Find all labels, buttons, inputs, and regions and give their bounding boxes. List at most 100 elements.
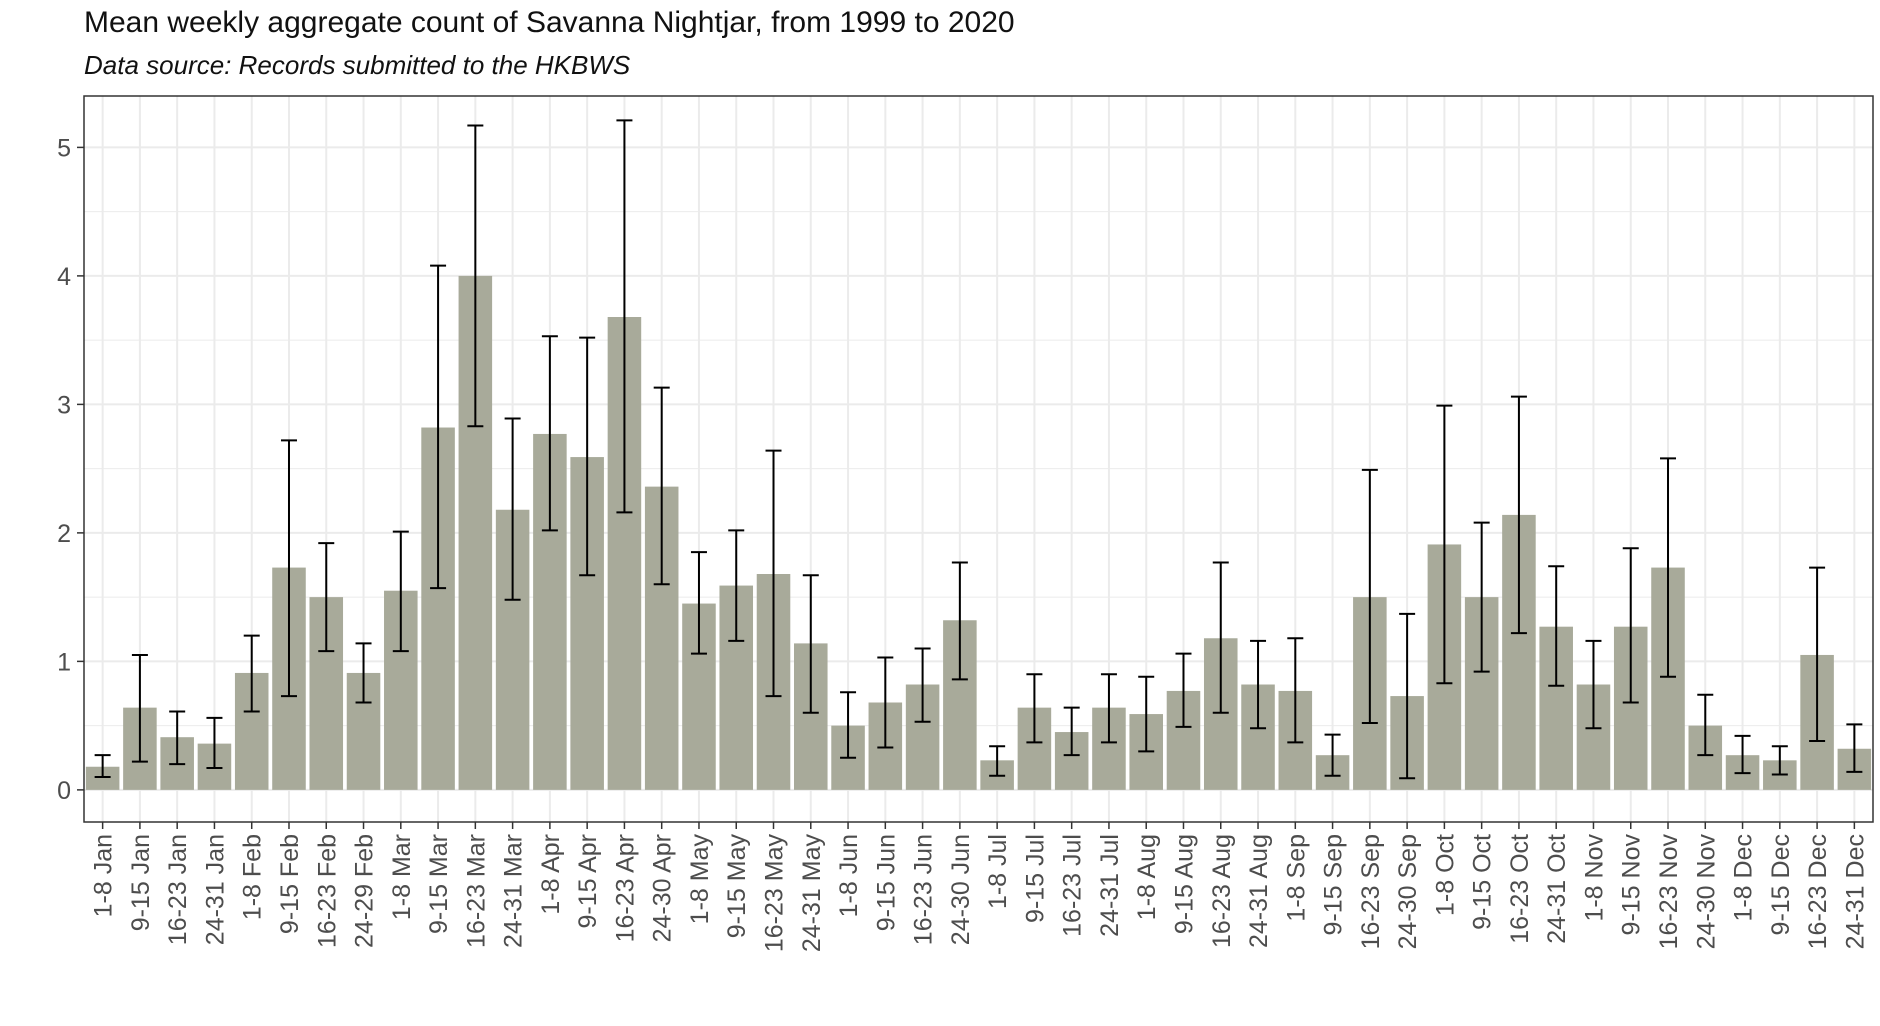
- x-tick-label: 9-15 Sep: [1320, 834, 1348, 935]
- error-bar: [802, 574, 819, 714]
- error-bar: [1809, 566, 1826, 743]
- error-bar: [1361, 468, 1378, 725]
- x-tick-label: 24-31 Aug: [1245, 834, 1273, 948]
- x-tick-label: 24-29 Feb: [351, 834, 379, 948]
- x-tick-label: 16-23 Jan: [164, 834, 192, 945]
- error-bar: [1734, 734, 1751, 775]
- error-bar: [169, 710, 186, 766]
- x-tick-label: 1-8 Mar: [388, 834, 416, 920]
- error-bar: [243, 634, 260, 713]
- x-tick-label: 16-23 May: [761, 834, 789, 953]
- error-bar: [355, 642, 372, 704]
- x-tick-label: 9-15 Jul: [1021, 834, 1049, 923]
- x-tick-label: 1-8 Apr: [537, 834, 565, 915]
- error-bar: [94, 754, 111, 779]
- error-bar: [1660, 457, 1677, 678]
- error-bar: [1100, 673, 1117, 744]
- x-tick-label: 1-8 Jul: [984, 834, 1012, 909]
- x-tick-label: 24-31 Oct: [1543, 834, 1571, 944]
- error-bar: [579, 336, 596, 577]
- error-bar: [131, 653, 148, 763]
- x-tick-label: 24-31 May: [798, 834, 826, 953]
- error-bar: [951, 561, 968, 681]
- error-bars: [94, 119, 1863, 780]
- error-bar: [1324, 733, 1341, 777]
- x-tick-label: 16-23 Jul: [1059, 834, 1087, 937]
- x-tick-label: 9-15 May: [723, 834, 751, 939]
- error-bar: [541, 335, 558, 532]
- error-bar: [206, 716, 223, 770]
- error-bar: [1138, 675, 1155, 753]
- error-bar: [1622, 547, 1639, 704]
- error-bar: [914, 647, 931, 723]
- x-tick-label: 16-23 Oct: [1506, 834, 1534, 944]
- error-bar: [616, 119, 633, 514]
- x-tick-label: 9-15 Oct: [1469, 834, 1497, 930]
- error-bar: [1399, 612, 1416, 780]
- x-tick-label: 9-15 Jan: [127, 834, 155, 931]
- error-bar: [1250, 639, 1267, 730]
- error-bar: [1287, 637, 1304, 744]
- error-bar: [653, 386, 670, 586]
- x-tick-label: 24-30 Nov: [1692, 834, 1720, 950]
- x-tick-label: 24-30 Apr: [649, 834, 677, 942]
- error-bar: [728, 529, 745, 642]
- x-tick-label: 9-15 Mar: [425, 834, 453, 934]
- y-tick-label: 5: [57, 134, 71, 162]
- panel-border: [83, 95, 1874, 823]
- x-tick-label: 1-8 Dec: [1730, 834, 1758, 922]
- x-tick-label: 16-23 Dec: [1804, 834, 1832, 949]
- x-tick-label: 1-8 Nov: [1580, 834, 1608, 922]
- error-bar: [280, 439, 297, 698]
- x-tick-label: 24-30 Sep: [1394, 834, 1422, 949]
- error-bar: [1063, 706, 1080, 757]
- error-bar: [840, 691, 857, 759]
- x-axis: 1-8 Jan 9-15 Jan 16-23 Jan 24-31 Jan 1-8 Feb…: [90, 822, 1869, 953]
- x-tick-label: 16-23 Aug: [1208, 834, 1236, 948]
- error-bar: [1510, 395, 1527, 635]
- error-bar: [1026, 673, 1043, 744]
- error-bar: [392, 530, 409, 653]
- error-bar: [1585, 639, 1602, 730]
- error-bar: [765, 449, 782, 698]
- error-bar: [1771, 745, 1788, 776]
- x-tick-label: 9-15 Aug: [1170, 834, 1198, 934]
- error-bar: [1436, 404, 1453, 685]
- error-bar: [467, 124, 484, 428]
- panel-background: [84, 96, 1873, 822]
- error-bar: [504, 417, 521, 601]
- x-tick-label: 1-8 Jun: [835, 834, 863, 917]
- x-tick-label: 24-31 Jan: [201, 834, 229, 945]
- error-bar: [1175, 652, 1192, 728]
- error-bar: [1548, 565, 1565, 687]
- x-tick-label: 16-23 Sep: [1357, 834, 1385, 949]
- x-tick-label: 24-31 Mar: [500, 834, 528, 948]
- x-tick-label: 1-8 Jan: [90, 834, 118, 917]
- x-tick-label: 1-8 Sep: [1282, 834, 1310, 922]
- x-tick-label: 16-23 Nov: [1655, 834, 1683, 950]
- x-tick-label: 1-8 Aug: [1133, 834, 1161, 920]
- error-bar: [989, 745, 1006, 777]
- x-tick-label: 9-15 Feb: [276, 834, 304, 934]
- y-tick-label: 2: [57, 520, 71, 548]
- error-bar: [690, 551, 707, 655]
- x-tick-label: 16-23 Mar: [462, 834, 490, 948]
- y-tick-label: 1: [57, 648, 71, 676]
- x-tick-label: 16-23 Jun: [910, 834, 938, 945]
- x-tick-label: 1-8 Oct: [1431, 834, 1459, 916]
- error-bar: [430, 264, 447, 590]
- y-axis: 0 1 2 3 4 5: [57, 134, 84, 805]
- chart-title: Mean weekly aggregate count of Savanna N…: [84, 6, 1015, 39]
- x-tick-label: 16-23 Apr: [611, 834, 639, 942]
- bar: [85, 766, 120, 790]
- x-tick-label: 1-8 May: [686, 834, 714, 925]
- error-bar: [1846, 723, 1863, 773]
- y-tick-label: 3: [57, 391, 71, 419]
- error-bar: [318, 542, 335, 653]
- error-bar: [1697, 693, 1714, 757]
- grid: [84, 96, 1873, 822]
- x-tick-label: 24-30 Jun: [947, 834, 975, 945]
- x-tick-label: 24-31 Dec: [1841, 834, 1869, 949]
